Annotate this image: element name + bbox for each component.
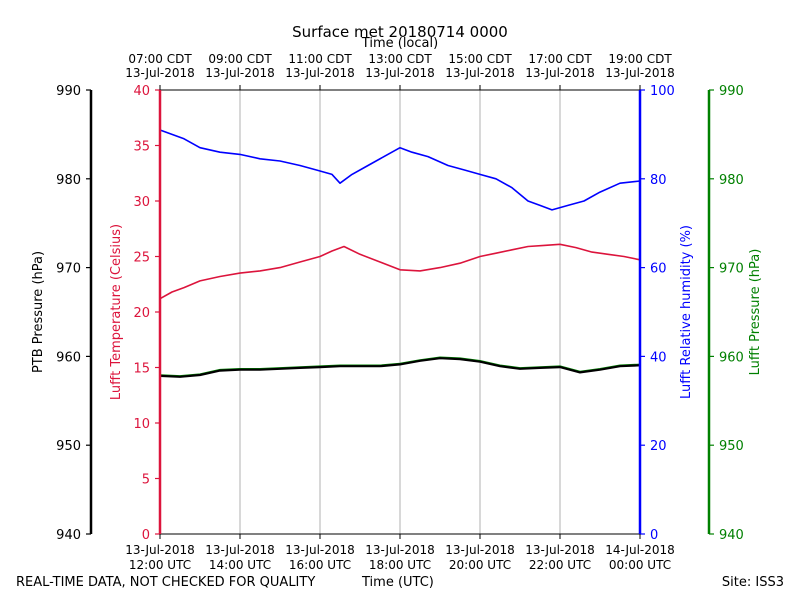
lufft_p-tick-label: 970 <box>719 262 744 277</box>
series-line-lufft-temperature <box>159 243 641 300</box>
rh-tick-label: 100 <box>650 84 675 99</box>
site-label: Site: ISS3 <box>721 575 784 590</box>
ptb-tick-label: 990 <box>56 84 81 99</box>
x-tick-label-time: 14:00 UTC <box>209 558 271 572</box>
x-tick-label-date: 14-Jul-2018 <box>605 543 675 557</box>
axes-group <box>86 85 714 539</box>
top-tick-label-time: 13:00 CDT <box>368 52 432 66</box>
gridlines <box>239 90 561 534</box>
x-tick-label-date: 13-Jul-2018 <box>365 543 435 557</box>
x-axis-title: Time (UTC) <box>362 575 434 590</box>
lufft_p-tick-label: 950 <box>719 439 744 454</box>
x-tick-label-date: 13-Jul-2018 <box>125 543 195 557</box>
rh-tick-label: 40 <box>650 350 667 365</box>
series-line-lufft-relative-humidity <box>159 129 641 211</box>
x-tick-label-date: 13-Jul-2018 <box>205 543 275 557</box>
x-tick-label-time: 18:00 UTC <box>369 558 431 572</box>
rh-tick-label: 20 <box>650 439 667 454</box>
x-tick-label-time: 22:00 UTC <box>529 558 591 572</box>
ptb-tick-label: 950 <box>56 439 81 454</box>
top-tick-label-time: 15:00 CDT <box>448 52 512 66</box>
rh-tick-label: 80 <box>650 173 667 188</box>
rh-tick-label: 60 <box>650 262 667 277</box>
rh-tick-label: 0 <box>650 528 658 543</box>
temp-tick-label: 10 <box>133 417 150 432</box>
top-tick-label-date: 13-Jul-2018 <box>285 66 355 80</box>
top-tick-label-time: 19:00 CDT <box>608 52 672 66</box>
quality-note: REAL-TIME DATA, NOT CHECKED FOR QUALITY <box>16 575 316 590</box>
top-tick-label-date: 13-Jul-2018 <box>365 66 435 80</box>
ptb-tick-label: 970 <box>56 262 81 277</box>
tick-labels: 940 950 960 970 980 990 PTB Pressure (hPa) 0 5 10… <box>31 52 763 572</box>
top-tick-label-date: 13-Jul-2018 <box>525 66 595 80</box>
x-tick-label-time: 16:00 UTC <box>289 558 351 572</box>
x-tick-label-time: 00:00 UTC <box>609 558 671 572</box>
temp-tick-label: 20 <box>133 306 150 321</box>
top-tick-label-date: 13-Jul-2018 <box>125 66 195 80</box>
top-tick-label-time: 17:00 CDT <box>528 52 592 66</box>
top-axis-label: Time (local) <box>361 36 438 51</box>
lufft_p-tick-label: 940 <box>719 528 744 543</box>
chart-title: Surface met 20180714 0000 <box>292 23 508 41</box>
x-tick-label-date: 13-Jul-2018 <box>445 543 515 557</box>
temp-tick-label: 40 <box>133 84 150 99</box>
top-tick-label-date: 13-Jul-2018 <box>205 66 275 80</box>
rh-axis-label: Lufft Relative humidity (%) <box>679 225 694 399</box>
top-tick-label-date: 13-Jul-2018 <box>605 66 675 80</box>
x-tick-label-time: 12:00 UTC <box>129 558 191 572</box>
x-tick-label-date: 13-Jul-2018 <box>525 543 595 557</box>
x-tick-label-time: 20:00 UTC <box>449 558 511 572</box>
series-line-ptb-pressure <box>159 357 641 378</box>
x-tick-label-date: 13-Jul-2018 <box>285 543 355 557</box>
ptb-tick-label: 980 <box>56 173 81 188</box>
ptb-tick-label: 940 <box>56 528 81 543</box>
temp-tick-label: 5 <box>142 473 150 488</box>
temp-tick-label: 0 <box>142 528 150 543</box>
ptb-axis-label: PTB Pressure (hPa) <box>31 251 46 373</box>
top-tick-label-date: 13-Jul-2018 <box>445 66 515 80</box>
lufft_p-tick-label: 980 <box>719 173 744 188</box>
temp-tick-label: 35 <box>133 140 150 155</box>
lufft_p-tick-label: 990 <box>719 84 744 99</box>
lufft_p-axis-label: Lufft Pressure (hPa) <box>748 249 763 376</box>
temp-tick-label: 25 <box>133 251 150 266</box>
lufft_p-tick-label: 960 <box>719 350 744 365</box>
temp-axis-label: Lufft Temperature (Celsius) <box>109 224 124 400</box>
temp-tick-label: 15 <box>133 362 150 377</box>
temp-tick-label: 30 <box>133 195 150 210</box>
ptb-tick-label: 960 <box>56 350 81 365</box>
top-tick-label-time: 11:00 CDT <box>288 52 352 66</box>
top-tick-label-time: 09:00 CDT <box>208 52 272 66</box>
series-group <box>159 129 641 378</box>
top-tick-label-time: 07:00 CDT <box>128 52 192 66</box>
